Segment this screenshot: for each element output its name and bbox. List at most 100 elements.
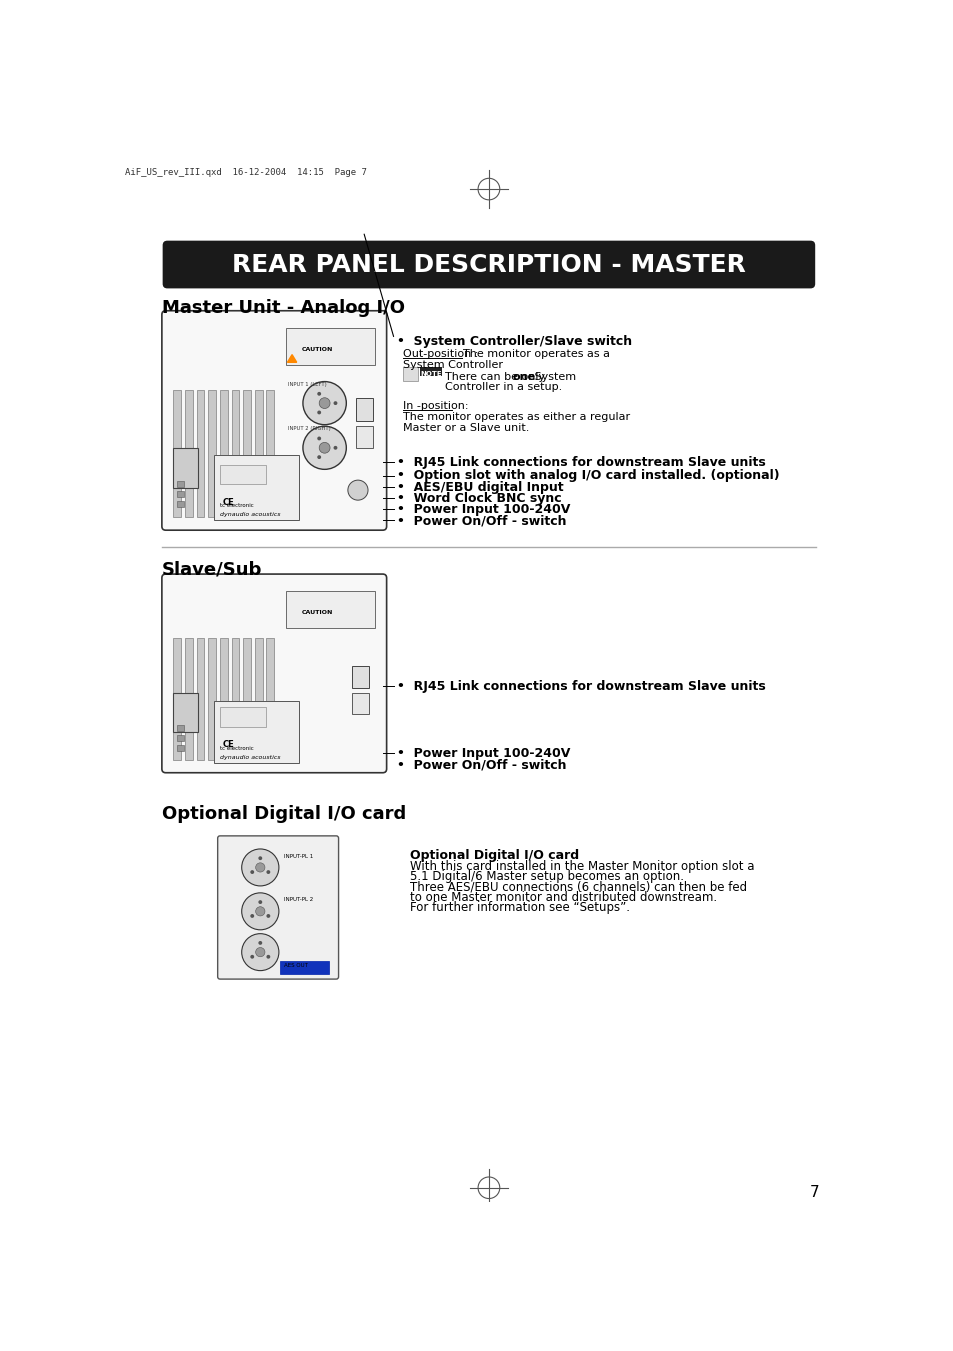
Text: Master Unit - Analog I/O: Master Unit - Analog I/O [162, 299, 404, 317]
Bar [173, 638, 181, 759]
Circle shape [258, 900, 262, 904]
Bar [286, 328, 375, 365]
Bar [176, 744, 184, 751]
Circle shape [317, 455, 321, 459]
Bar [208, 390, 216, 517]
Circle shape [334, 401, 337, 405]
Polygon shape [287, 354, 296, 362]
Text: •  Option slot with analog I/O card installed. (optional): • Option slot with analog I/O card insta… [396, 469, 779, 482]
Text: Three AES/EBU connections (6 channels) can then be fed: Three AES/EBU connections (6 channels) c… [410, 881, 746, 893]
FancyBboxPatch shape [162, 574, 386, 773]
Circle shape [258, 857, 262, 861]
Circle shape [255, 947, 265, 957]
Circle shape [334, 446, 337, 450]
Bar [232, 638, 239, 759]
Bar [213, 701, 298, 763]
Bar [286, 590, 375, 628]
Text: dynaudio acoustics: dynaudio acoustics [220, 755, 280, 761]
Bar [220, 638, 228, 759]
Circle shape [255, 863, 265, 871]
Circle shape [250, 915, 253, 917]
Text: AES OUT: AES OUT [283, 963, 307, 967]
Text: Master or a Slave unit.: Master or a Slave unit. [402, 423, 529, 434]
Bar [176, 481, 184, 488]
Text: Optional Digital I/O card: Optional Digital I/O card [162, 805, 406, 823]
Bar [266, 638, 274, 759]
Text: INPUT 2 (RIGHT): INPUT 2 (RIGHT) [288, 426, 331, 431]
Bar [176, 725, 184, 731]
Bar [280, 962, 328, 974]
Text: •  System Controller/Slave switch: • System Controller/Slave switch [396, 335, 631, 349]
Text: The monitor operates as either a regular: The monitor operates as either a regular [402, 412, 629, 423]
Text: NOTE: NOTE [420, 370, 442, 377]
Bar [402, 367, 418, 381]
Bar [243, 638, 251, 759]
Text: to one Master monitor and distributed downstream.: to one Master monitor and distributed do… [410, 890, 717, 904]
Text: CAUTION: CAUTION [301, 347, 333, 351]
Text: CAUTION: CAUTION [301, 611, 333, 615]
Text: With this card installed in the Master Monitor option slot a: With this card installed in the Master M… [410, 859, 754, 873]
Text: CE: CE [222, 497, 233, 507]
Text: For further information see “Setups”.: For further information see “Setups”. [410, 901, 629, 915]
FancyBboxPatch shape [217, 836, 338, 979]
Bar [243, 390, 251, 517]
Bar [185, 638, 193, 759]
Bar [220, 465, 266, 484]
Text: 5.1 Digital/6 Master setup becomes an option.: 5.1 Digital/6 Master setup becomes an op… [410, 870, 683, 884]
Text: •  RJ45 Link connections for downstream Slave units: • RJ45 Link connections for downstream S… [396, 680, 764, 693]
Text: tc electronic: tc electronic [220, 746, 253, 751]
Bar [355, 426, 373, 447]
Bar [173, 693, 198, 732]
Bar [220, 708, 266, 727]
Bar [266, 390, 274, 517]
Circle shape [319, 442, 330, 453]
Text: Optional Digital I/O card: Optional Digital I/O card [410, 848, 578, 862]
Bar [232, 390, 239, 517]
Text: one: one [513, 372, 536, 381]
Text: •  Power Input 100-240V: • Power Input 100-240V [396, 503, 570, 516]
Bar [196, 638, 204, 759]
Text: INPUT-PL 1: INPUT-PL 1 [283, 854, 313, 859]
Text: System Controller: System Controller [402, 359, 502, 370]
Text: Slave/Sub: Slave/Sub [162, 561, 262, 580]
Bar [173, 390, 181, 517]
Circle shape [250, 955, 253, 959]
Text: INPUT 1 (LEFT): INPUT 1 (LEFT) [288, 382, 327, 388]
Text: •  Power On/Off - switch: • Power On/Off - switch [396, 513, 566, 527]
Text: Out-position :: Out-position : [402, 349, 477, 359]
Bar [176, 735, 184, 742]
Bar [173, 447, 198, 488]
Text: System: System [530, 372, 576, 381]
Circle shape [303, 381, 346, 424]
Bar [254, 390, 262, 517]
Bar [176, 490, 184, 497]
Circle shape [241, 934, 278, 970]
Text: CE: CE [222, 740, 233, 750]
Circle shape [241, 893, 278, 929]
Circle shape [266, 915, 270, 917]
Bar [208, 638, 216, 759]
Text: In -position:: In -position: [402, 401, 468, 411]
Bar [355, 397, 373, 422]
Text: •  Power On/Off - switch: • Power On/Off - switch [396, 759, 566, 771]
Text: •  AES/EBU digital Input: • AES/EBU digital Input [396, 481, 562, 494]
Bar [352, 693, 369, 715]
Bar [419, 367, 441, 376]
Circle shape [319, 397, 330, 408]
Bar [213, 455, 298, 520]
Text: AiF_US_rev_III.qxd  16-12-2004  14:15  Page 7: AiF_US_rev_III.qxd 16-12-2004 14:15 Page… [125, 169, 367, 177]
Bar [254, 638, 262, 759]
Circle shape [241, 848, 278, 886]
Text: REAR PANEL DESCRIPTION - MASTER: REAR PANEL DESCRIPTION - MASTER [232, 253, 745, 277]
Text: dynaudio acoustics: dynaudio acoustics [220, 512, 280, 517]
Text: •  Power Input 100-240V: • Power Input 100-240V [396, 747, 570, 761]
Text: 7: 7 [809, 1185, 819, 1200]
Text: •  RJ45 Link connections for downstream Slave units: • RJ45 Link connections for downstream S… [396, 457, 764, 469]
Circle shape [250, 870, 253, 874]
Circle shape [303, 426, 346, 469]
Circle shape [317, 411, 321, 415]
Circle shape [317, 436, 321, 440]
Circle shape [348, 480, 368, 500]
Circle shape [258, 942, 262, 944]
Text: Controller in a setup.: Controller in a setup. [444, 382, 561, 392]
